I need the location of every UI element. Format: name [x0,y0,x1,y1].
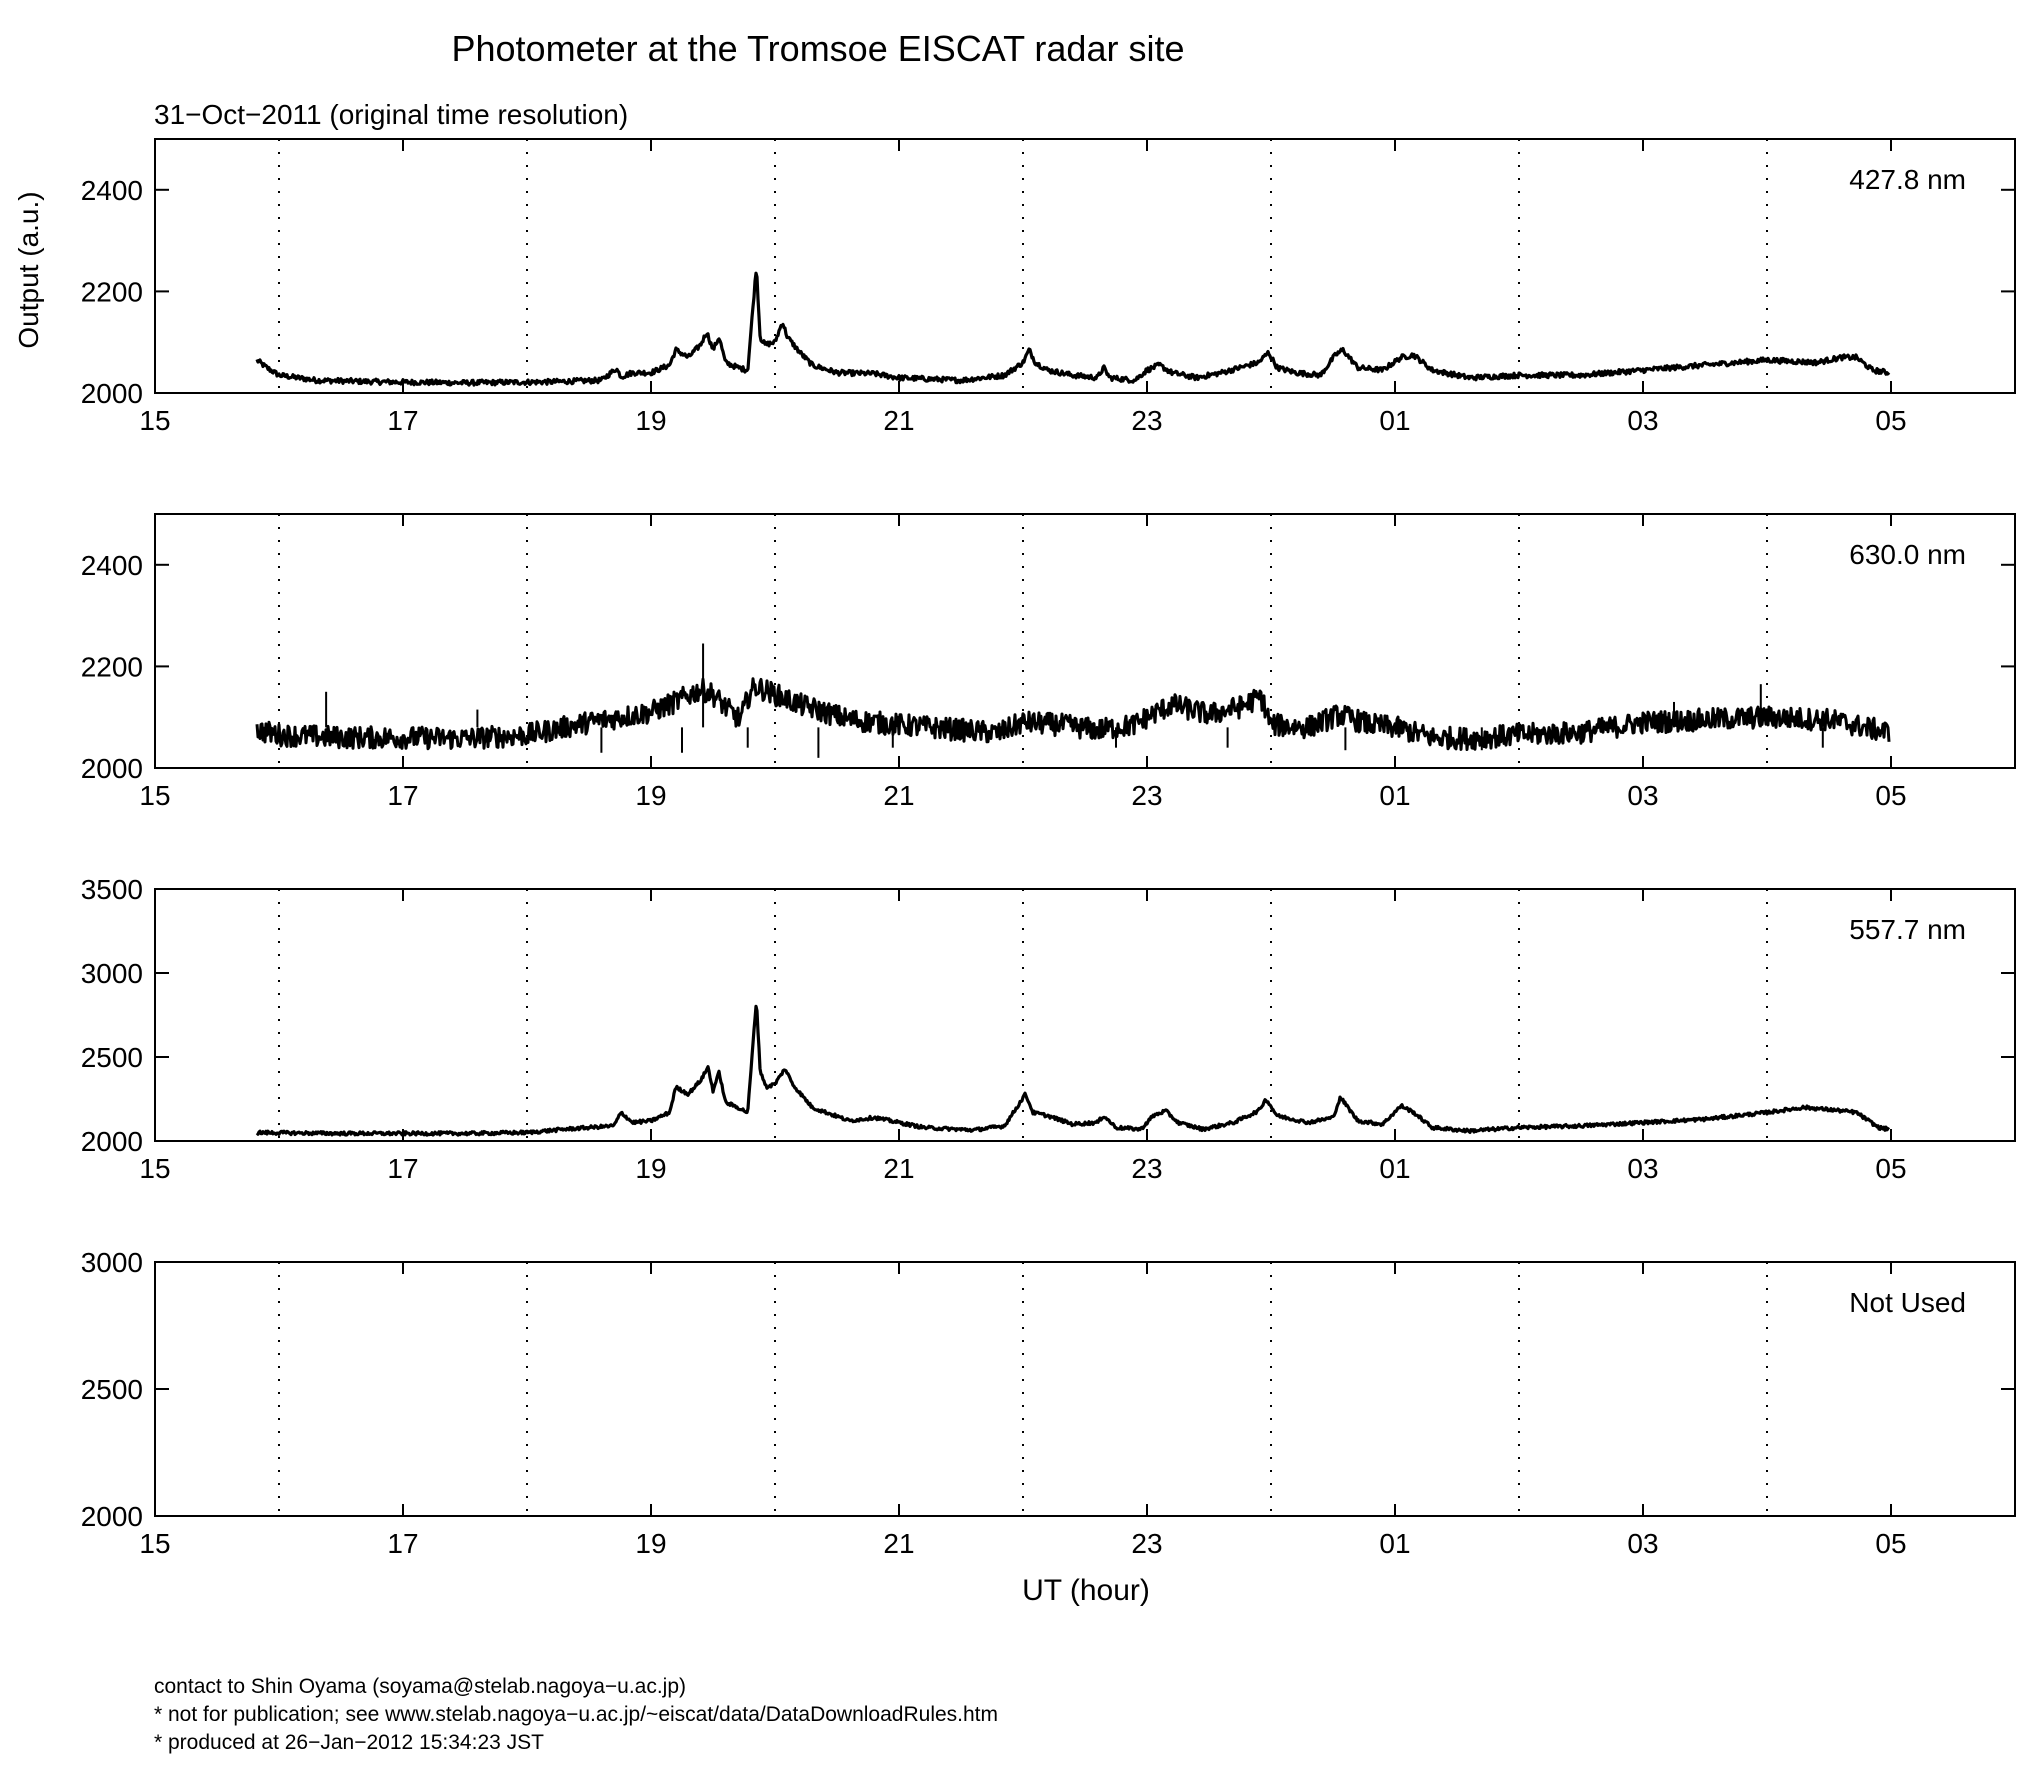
x-tick-label: 05 [1875,405,1906,436]
footer-produced: * produced at 26−Jan−2012 15:34:23 JST [154,1731,544,1754]
x-tick-label: 23 [1131,1153,1162,1184]
panel-frame [154,888,2016,1142]
x-tick-label: 15 [139,405,170,436]
y-tick-label: 2000 [81,1501,143,1532]
y-tick-label: 2400 [81,175,143,206]
panel-1: 15 17 19 21 23 01 03 05 2000 2200 2400 630.0 nm [81,513,2016,811]
y-tick-label: 3500 [81,874,143,905]
panel-frame [154,1261,2016,1517]
x-tick-label: 19 [635,405,666,436]
x-tick-label: 23 [1131,780,1162,811]
panel-2: 15 17 19 21 23 01 03 05 2000 2500 3000 3500 557.7 nm [81,874,2016,1184]
x-tick-label: 19 [635,1528,666,1559]
y-tick-label: 2000 [81,753,143,784]
series-label: 557.7 nm [1849,914,1966,945]
x-tick-label: 01 [1379,1528,1410,1559]
x-tick-label: 17 [387,405,418,436]
footer-contact: contact to Shin Oyama (soyama@stelab.nag… [154,1675,687,1698]
x-tick-label: 03 [1627,405,1658,436]
figure-title: Photometer at the Tromsoe EISCAT radar s… [452,28,1185,69]
x-tick-label: 19 [635,1153,666,1184]
x-tick-label: 15 [139,1153,170,1184]
x-tick-label: 01 [1379,405,1410,436]
series-line [255,271,1891,387]
x-tick-label: 05 [1875,780,1906,811]
x-tick-label: 01 [1379,1153,1410,1184]
series-line [255,677,1891,751]
x-tick-label: 15 [139,780,170,811]
y-tick-label: 2400 [81,550,143,581]
y-tick-label: 3000 [81,1247,143,1278]
y-tick-label: 3000 [81,958,143,989]
x-tick-label: 03 [1627,1528,1658,1559]
series-line [255,1004,1891,1137]
x-tick-label: 15 [139,1528,170,1559]
x-tick-label: 03 [1627,780,1658,811]
panel-frame [154,138,2016,394]
x-axis-label: UT (hour) [1022,1574,1150,1607]
x-tick-label: 23 [1131,1528,1162,1559]
y-tick-label: 2500 [81,1374,143,1405]
panel-3: 15 17 19 21 23 01 03 05 2000 2500 3000 Not Used [81,1247,2016,1559]
y-tick-label: 2500 [81,1042,143,1073]
y-tick-label: 2200 [81,651,143,682]
x-tick-label: 17 [387,1153,418,1184]
x-tick-label: 05 [1875,1153,1906,1184]
y-axis-label: Output (a.u.) [13,191,44,348]
series-label: Not Used [1849,1287,1966,1318]
x-tick-label: 01 [1379,780,1410,811]
x-tick-label: 17 [387,1528,418,1559]
panel-0: 15 17 19 21 23 01 03 05 2000 2200 2400 427.8 nm [81,138,2016,436]
y-tick-label: 2200 [81,276,143,307]
x-tick-label: 21 [883,1153,914,1184]
panels-group: 15 17 19 21 23 01 03 05 2000 2200 2400 427.8 nm 15 17… [81,138,2016,1559]
series-label: 427.8 nm [1849,164,1966,195]
series-label: 630.0 nm [1849,539,1966,570]
y-tick-label: 2000 [81,378,143,409]
x-tick-label: 23 [1131,405,1162,436]
x-tick-label: 03 [1627,1153,1658,1184]
x-tick-label: 21 [883,1528,914,1559]
x-tick-label: 19 [635,780,666,811]
x-tick-label: 17 [387,780,418,811]
footer-notice: * not for publication; see www.stelab.na… [154,1703,998,1726]
figure-subtitle: 31−Oct−2011 (original time resolution) [154,99,628,130]
x-tick-label: 21 [883,405,914,436]
panel-frame [154,513,2016,769]
y-tick-label: 2000 [81,1126,143,1157]
x-tick-label: 05 [1875,1528,1906,1559]
x-tick-label: 21 [883,780,914,811]
